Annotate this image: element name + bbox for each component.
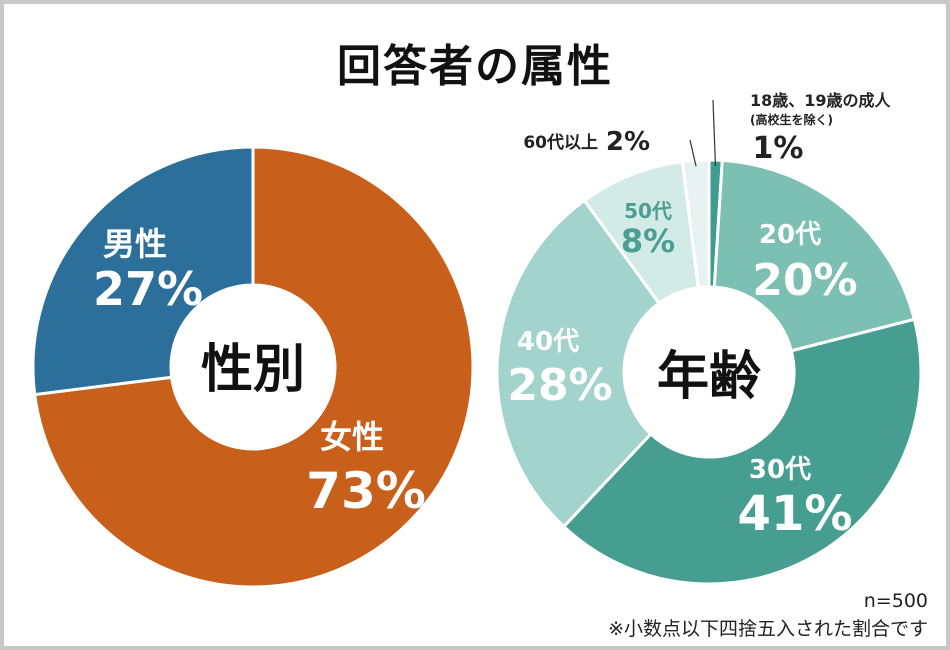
center-label-gender: 性別 (201, 340, 305, 400)
slice-20s (712, 158, 917, 353)
slice-male (31, 145, 255, 397)
label-30s: 30代 (749, 455, 811, 485)
value-male: 27% (93, 262, 203, 316)
value-40s: 28% (507, 360, 612, 411)
value-50s: 8% (621, 222, 675, 260)
leader-line-60plus (689, 139, 697, 167)
label-18-19: 18歳、19歳の成人 (750, 91, 892, 110)
value-20s: 20% (752, 255, 857, 306)
value-female: 73% (306, 462, 426, 520)
sample-size-note: n=500 (863, 590, 928, 612)
chart-title: 回答者の属性 (337, 41, 613, 92)
slice-30s (561, 317, 923, 586)
sublabel-18-19: (高校生を除く) (750, 112, 833, 127)
slice-female (33, 145, 475, 589)
value-18-19: 1% (753, 131, 804, 166)
label-male: 男性 (103, 225, 167, 263)
label-20s: 20代 (759, 220, 821, 250)
leader-line-18-19 (712, 99, 717, 167)
label-female: 女性 (320, 418, 384, 456)
rounding-note: ※小数点以下四捨五入された割合です (608, 618, 928, 640)
slice-40s (495, 198, 662, 529)
value-60plus: 2% (606, 127, 650, 157)
slice-60plus (680, 158, 711, 290)
value-30s: 41% (738, 486, 853, 542)
label-40s: 40代 (517, 327, 579, 357)
label-60plus: 60代以上 (523, 132, 598, 153)
label-50s: 50代 (624, 199, 672, 223)
center-label-age: 年齢 (657, 347, 761, 407)
